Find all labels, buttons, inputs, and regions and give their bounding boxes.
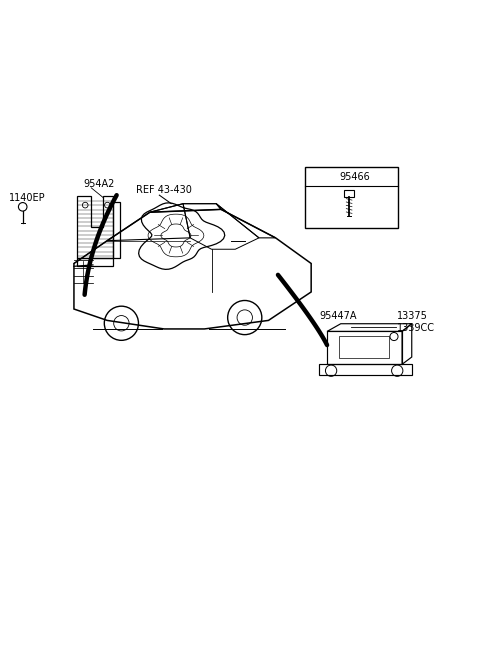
Text: 1140EP: 1140EP — [9, 193, 45, 203]
Bar — [305, 167, 398, 228]
Text: 954A2: 954A2 — [83, 178, 115, 189]
Text: REF 43-430: REF 43-430 — [136, 185, 192, 195]
Bar — [344, 190, 354, 197]
Text: 95466: 95466 — [340, 173, 371, 182]
Text: 95447A: 95447A — [319, 310, 357, 321]
Text: 1339CC: 1339CC — [397, 323, 435, 333]
Text: 13375: 13375 — [397, 310, 428, 321]
